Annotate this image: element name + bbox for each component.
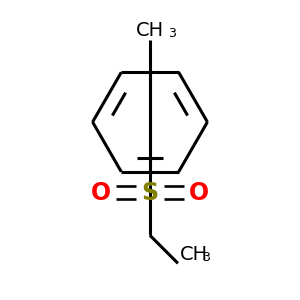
Text: CH: CH [179, 245, 208, 264]
Text: S: S [141, 181, 159, 205]
Text: 3: 3 [168, 27, 176, 40]
Text: O: O [92, 181, 112, 205]
Text: O: O [188, 181, 208, 205]
Text: 3: 3 [202, 251, 210, 264]
Text: CH: CH [136, 21, 164, 40]
